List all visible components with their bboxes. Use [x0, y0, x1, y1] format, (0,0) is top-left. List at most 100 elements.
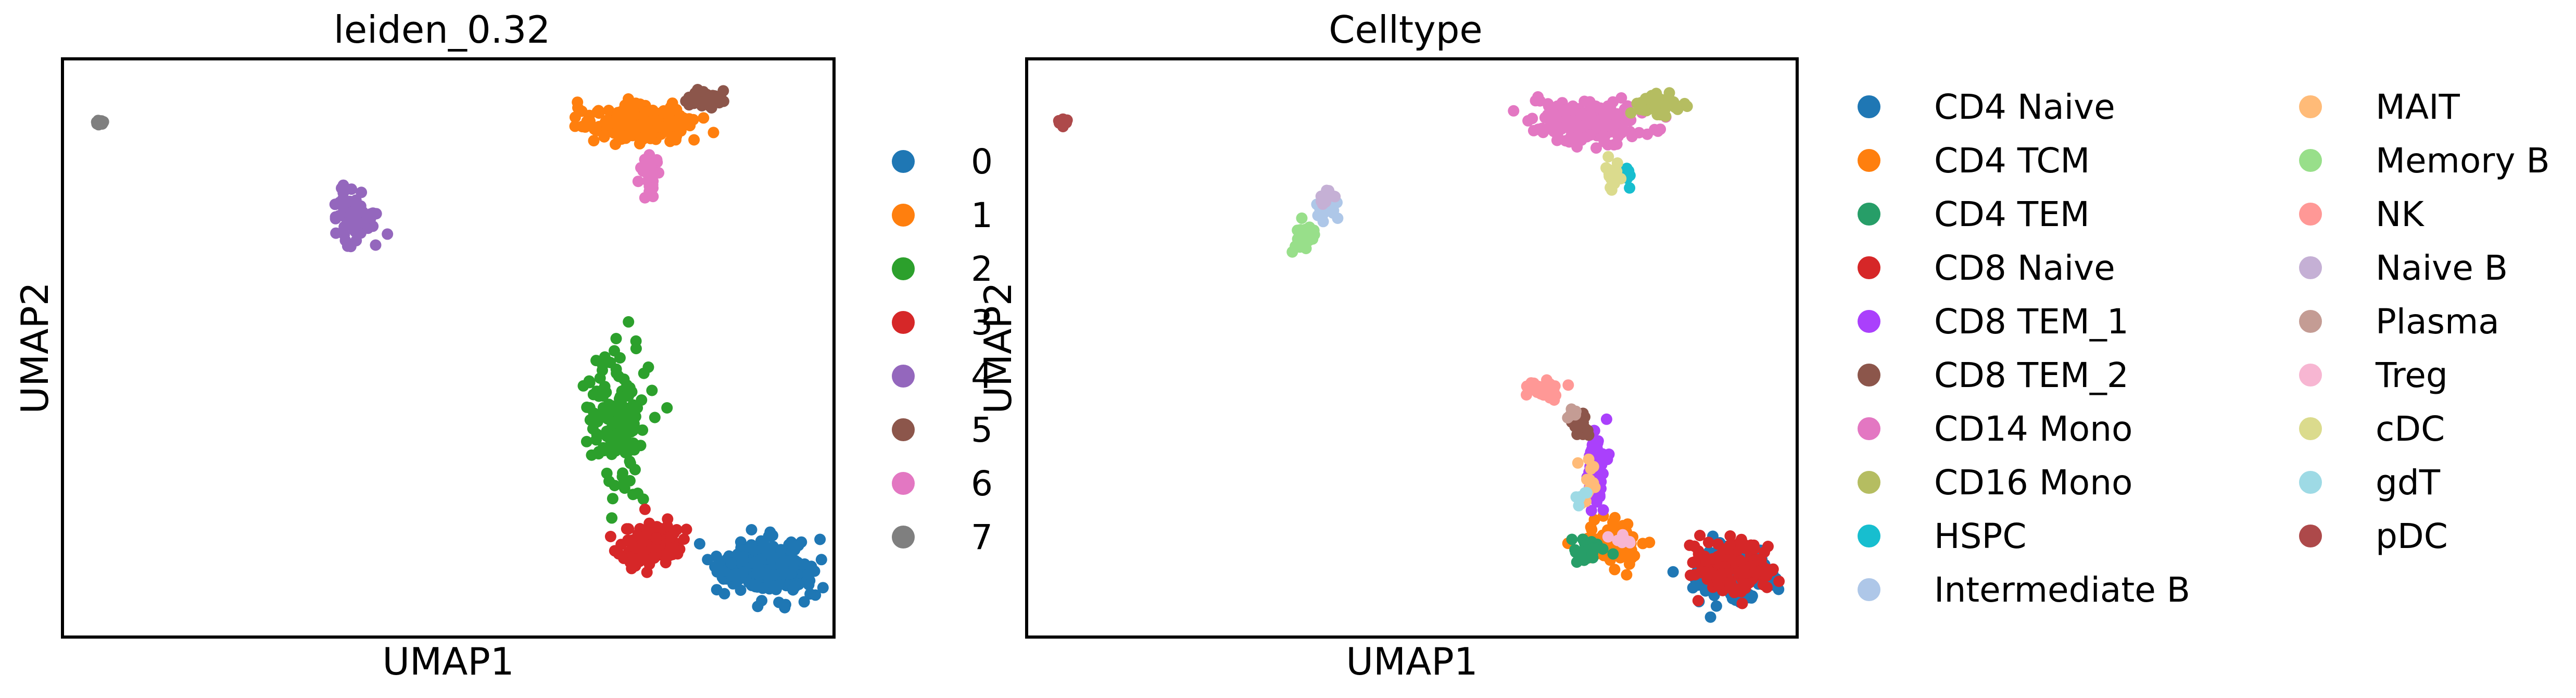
data-point	[621, 130, 633, 142]
data-point	[1059, 118, 1071, 130]
legend-marker	[2299, 149, 2322, 172]
legend-marker	[892, 311, 915, 334]
data-point	[587, 389, 599, 401]
umap-panel-leiden: leiden_0.32 UMAP1 UMAP2 0 1 2 3 4 5 6 7	[13, 8, 993, 683]
data-point	[1577, 109, 1589, 121]
data-point	[1574, 491, 1586, 503]
legend-label: CD16 Mono	[1934, 463, 2132, 503]
data-point	[683, 94, 694, 106]
legend-marker	[892, 365, 915, 388]
data-point	[1588, 543, 1600, 555]
data-point	[1625, 107, 1637, 119]
data-point	[1532, 91, 1544, 103]
data-point	[815, 554, 827, 566]
data-point	[1508, 105, 1520, 117]
data-point	[603, 429, 615, 441]
data-point	[1710, 600, 1722, 612]
data-point	[637, 493, 649, 505]
data-point	[342, 240, 353, 252]
data-point	[803, 579, 815, 591]
data-point	[590, 434, 602, 446]
data-point	[624, 101, 636, 113]
data-point	[650, 532, 662, 544]
data-point	[1621, 163, 1633, 174]
data-point	[1633, 127, 1645, 139]
x-axis-label: UMAP1	[1346, 640, 1478, 683]
legend: 0 1 2 3 4 5 6 7	[892, 142, 993, 557]
y-axis-label: UMAP2	[13, 282, 57, 414]
data-point	[1296, 212, 1308, 224]
data-point	[1566, 533, 1578, 545]
data-point	[605, 400, 617, 412]
data-point	[650, 115, 662, 127]
data-point	[1707, 553, 1719, 565]
data-point	[627, 420, 639, 432]
data-point	[696, 96, 708, 108]
data-point	[1321, 186, 1333, 198]
legend-marker	[1858, 364, 1880, 387]
data-point	[602, 413, 614, 425]
data-point	[594, 372, 606, 384]
legend-label: Treg	[2375, 355, 2448, 395]
data-point	[583, 375, 595, 387]
data-point	[604, 531, 616, 542]
data-point	[698, 112, 710, 124]
legend-label: cDC	[2376, 409, 2445, 449]
data-point	[618, 112, 629, 124]
data-point	[1667, 566, 1679, 578]
data-point	[737, 566, 749, 578]
data-point	[1521, 380, 1533, 392]
data-point	[687, 114, 699, 126]
data-point	[768, 569, 780, 581]
data-point	[1607, 96, 1619, 108]
data-point	[639, 106, 651, 118]
data-point	[678, 533, 690, 545]
legend-marker	[892, 150, 915, 173]
data-point	[1597, 504, 1609, 516]
data-point	[624, 457, 636, 469]
data-point	[647, 182, 659, 194]
data-point	[749, 579, 761, 591]
data-point	[580, 435, 592, 447]
legend-label: 1	[971, 195, 993, 235]
data-point	[1624, 182, 1636, 194]
data-point	[330, 227, 342, 239]
data-point	[1558, 104, 1570, 116]
data-point	[1585, 463, 1597, 475]
legend-marker	[2299, 256, 2322, 279]
legend-label: Naive B	[2376, 248, 2508, 288]
data-point	[1722, 543, 1734, 555]
data-point	[1694, 530, 1706, 541]
legend-label: CD8 TEM_1	[1934, 302, 2129, 342]
data-point	[1602, 151, 1614, 163]
legend-label: 2	[971, 249, 993, 289]
data-point	[632, 402, 643, 414]
data-point	[1571, 428, 1583, 440]
legend-marker	[1858, 95, 1880, 118]
data-point	[1727, 585, 1739, 597]
data-point	[653, 167, 665, 179]
scatter-points	[91, 84, 829, 614]
data-point	[1526, 113, 1538, 124]
legend-label: CD4 Naive	[1934, 87, 2115, 127]
data-point	[604, 356, 616, 368]
data-point	[618, 482, 630, 494]
legend-label: Intermediate B	[1934, 570, 2190, 610]
data-point	[680, 524, 692, 535]
data-point	[746, 539, 757, 551]
legend-label: CD4 TEM	[1934, 194, 2090, 234]
legend-label: HSPC	[1934, 516, 2026, 556]
data-point	[627, 489, 639, 501]
data-point	[1652, 92, 1664, 104]
legend-label: 7	[971, 517, 993, 557]
data-point	[1573, 500, 1585, 512]
data-point	[694, 88, 706, 99]
data-point	[1576, 131, 1588, 143]
legend-label: 6	[971, 464, 993, 504]
data-point	[569, 111, 581, 123]
data-point	[688, 134, 700, 146]
data-point	[785, 568, 797, 580]
legend-marker	[1858, 417, 1880, 440]
data-point	[629, 410, 641, 422]
data-point	[1689, 556, 1701, 568]
